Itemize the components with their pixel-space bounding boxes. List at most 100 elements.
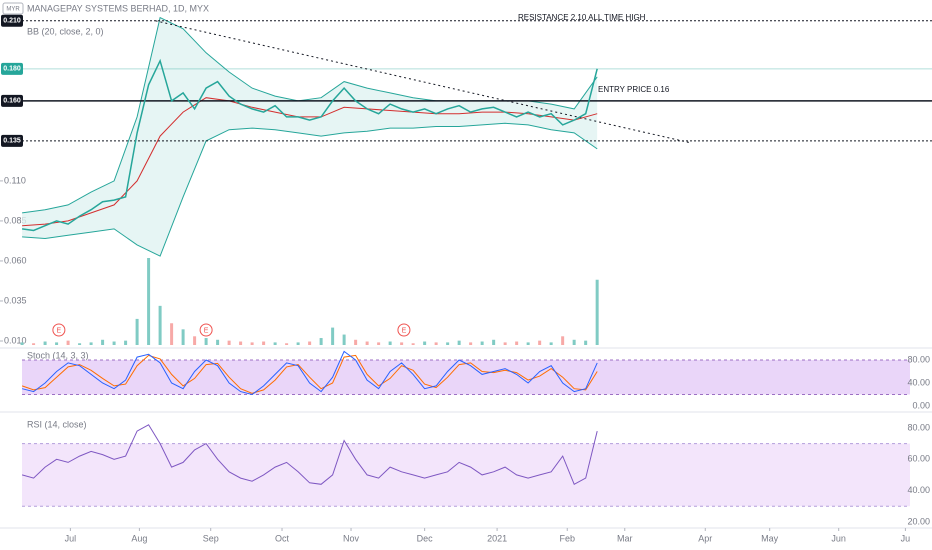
volume-bar: [78, 343, 82, 345]
volume-bar: [43, 341, 47, 345]
x-tick-label: Jul: [65, 533, 77, 543]
volume-bar: [227, 340, 231, 345]
volume-bar: [193, 336, 197, 345]
rsi-tick-label: 20.00: [907, 516, 930, 526]
volume-bar: [331, 327, 335, 345]
level-label: 0.210: [3, 18, 21, 25]
level-badge: [1, 14, 23, 27]
volume-bar: [457, 340, 461, 345]
volume-bar: [239, 341, 243, 345]
earnings-marker: [52, 323, 66, 337]
volume-bar: [538, 340, 542, 345]
earnings-marker: [199, 323, 213, 337]
annotation: RESISTANCE 2.10 ALL TIME HIGH: [518, 13, 646, 22]
y-tick-label: 0.010: [4, 335, 27, 345]
volume-bar: [124, 340, 128, 345]
level-label: 0.160: [3, 98, 21, 105]
volume-bar: [526, 342, 530, 345]
bb-legend: BB (20, close, 2, 0): [27, 26, 104, 36]
x-tick-label: Ju: [901, 533, 911, 543]
y-tick-label: 0.035: [4, 295, 27, 305]
volume-bar: [423, 341, 427, 345]
volume-bar: [584, 340, 588, 345]
volume-bar: [20, 342, 24, 345]
volume-bar: [595, 279, 599, 345]
volume-bar: [388, 341, 392, 345]
bb-basis: [22, 97, 598, 227]
y-tick-label: 0.060: [4, 255, 27, 265]
volume-bar: [549, 342, 553, 345]
volume-bar: [308, 341, 312, 345]
volume-bar: [170, 323, 174, 345]
stoch-tick-label: 0.00: [912, 400, 930, 410]
bb-fill: [22, 17, 598, 257]
volume-bar: [342, 334, 346, 345]
x-tick-label: Jun: [831, 533, 846, 543]
volume-bar: [285, 343, 289, 345]
earnings-marker: [397, 323, 411, 337]
x-tick-label: Sep: [203, 533, 219, 543]
volume-bar: [112, 341, 116, 345]
volume-bar: [354, 339, 358, 345]
trendline: [155, 20, 690, 143]
x-tick-label: Aug: [131, 533, 147, 543]
volume-bar: [204, 338, 208, 345]
stoch-tick-label: 80.00: [907, 354, 930, 364]
x-tick-label: Nov: [343, 533, 360, 543]
volume-bar: [55, 342, 59, 345]
volume-bar: [135, 318, 139, 345]
rsi-tick-label: 80.00: [907, 422, 930, 432]
level-badge: [1, 62, 23, 75]
chart-title: MANAGEPAY SYSTEMS BERHAD, 1D, MYX: [27, 3, 209, 13]
earnings-label: E: [402, 327, 407, 334]
volume-bar: [400, 342, 404, 345]
volume-bar: [480, 341, 484, 345]
stoch-k: [21, 350, 598, 396]
rsi-tick-label: 40.00: [907, 485, 930, 495]
volume-bar: [446, 342, 450, 345]
x-tick-label: Apr: [698, 533, 712, 543]
y-tick-label: 0.085: [4, 215, 27, 225]
currency-badge: [2, 2, 24, 15]
rsi-tick-label: 60.00: [907, 454, 930, 464]
level-badge: [1, 134, 23, 147]
volume-bar: [181, 329, 185, 345]
stoch-legend: Stoch (14, 3, 3): [27, 350, 89, 360]
level-label: 0.135: [3, 138, 21, 145]
volume-bar: [503, 342, 507, 345]
volume-bar: [411, 343, 415, 345]
volume-bar: [147, 258, 151, 345]
rsi-line: [21, 424, 598, 486]
stoch-band-fill: [22, 360, 910, 395]
volume-bar: [469, 342, 473, 345]
volume-bar: [158, 305, 162, 345]
earnings-label: E: [57, 327, 62, 334]
level-label: 0.180: [3, 66, 21, 73]
x-tick-label: Dec: [417, 533, 434, 543]
volume-bar: [66, 340, 70, 345]
level-badge: [1, 94, 23, 107]
rsi-band-fill: [22, 443, 910, 507]
currency: MYR: [6, 7, 20, 13]
stoch-tick-label: 40.00: [907, 377, 930, 387]
x-tick-label: Feb: [559, 533, 575, 543]
x-tick-label: 2021: [487, 533, 507, 543]
price-line: [21, 58, 598, 232]
volume-bar: [365, 341, 369, 345]
rsi-legend: RSI (14, close): [27, 419, 87, 429]
volume-bar: [296, 342, 300, 345]
x-tick-label: Oct: [275, 533, 290, 543]
volume-bar: [492, 339, 496, 345]
volume-bar: [89, 342, 93, 345]
bb-lower: [22, 122, 598, 257]
volume-bar: [216, 339, 220, 345]
volume-bar: [515, 341, 519, 345]
volume-bar: [434, 342, 438, 345]
volume-bar: [273, 342, 277, 345]
volume-bar: [377, 342, 381, 345]
y-tick-label: 0.110: [4, 175, 26, 185]
volume-bar: [101, 339, 105, 345]
earnings-label: E: [204, 327, 209, 334]
x-tick-label: May: [761, 533, 779, 543]
